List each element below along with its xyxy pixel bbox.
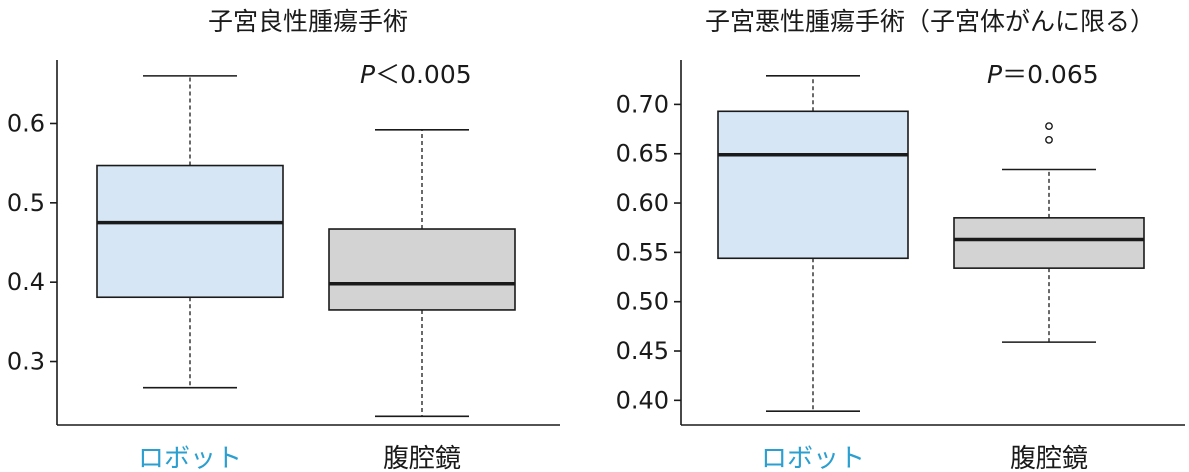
chart-title: 子宮悪性腫瘍手術（子宮体がんに限る） <box>705 7 1155 36</box>
outlier-point <box>1045 136 1053 144</box>
y-tick-label: 0.40 <box>616 386 669 414</box>
x-category-label: 腹腔鏡 <box>383 444 461 472</box>
y-tick-label: 0.60 <box>616 189 669 217</box>
p-value-annotation: P＜0.005 <box>360 60 472 89</box>
box-robot <box>96 75 284 389</box>
p-value-annotation: P＝0.065 <box>987 60 1099 89</box>
x-category-label: ロボット <box>761 444 865 472</box>
y-tick-label: 0.4 <box>7 268 45 296</box>
y-tick-label: 0.6 <box>7 109 45 137</box>
iqr-box <box>328 228 516 311</box>
box-robot <box>717 74 909 412</box>
outlier-point <box>1045 122 1053 130</box>
x-category-label: ロボット <box>138 444 242 472</box>
box-laparoscopy <box>953 122 1145 343</box>
y-tick-label: 0.70 <box>616 90 669 118</box>
p-value: ＝0.065 <box>1002 60 1099 89</box>
x-category-label: 腹腔鏡 <box>1010 444 1088 472</box>
iqr-box <box>717 110 909 260</box>
box-laparoscopy <box>328 129 516 418</box>
iqr-box <box>96 164 284 299</box>
y-tick-label: 0.5 <box>7 189 45 217</box>
chart-title: 子宮良性腫瘍手術 <box>208 7 408 36</box>
y-tick-label: 0.65 <box>616 140 669 168</box>
p-value: ＜0.005 <box>375 60 472 89</box>
iqr-box <box>953 217 1145 269</box>
p-symbol: P <box>360 60 376 89</box>
y-tick-label: 0.50 <box>616 288 669 316</box>
y-tick-label: 0.3 <box>7 348 45 376</box>
chart-panel-1: 子宮良性腫瘍手術 0.3 0.4 0.5 0.6 ロボット 腹腔鏡 P＜0.005 <box>7 7 560 472</box>
chart-panel-2: 子宮悪性腫瘍手術（子宮体がんに限る） 0.40 0.45 0.50 0.55 0.60 0.… <box>616 7 1185 472</box>
y-tick-label: 0.55 <box>616 238 669 266</box>
y-tick-label: 0.45 <box>616 337 669 365</box>
p-symbol: P <box>987 60 1003 89</box>
